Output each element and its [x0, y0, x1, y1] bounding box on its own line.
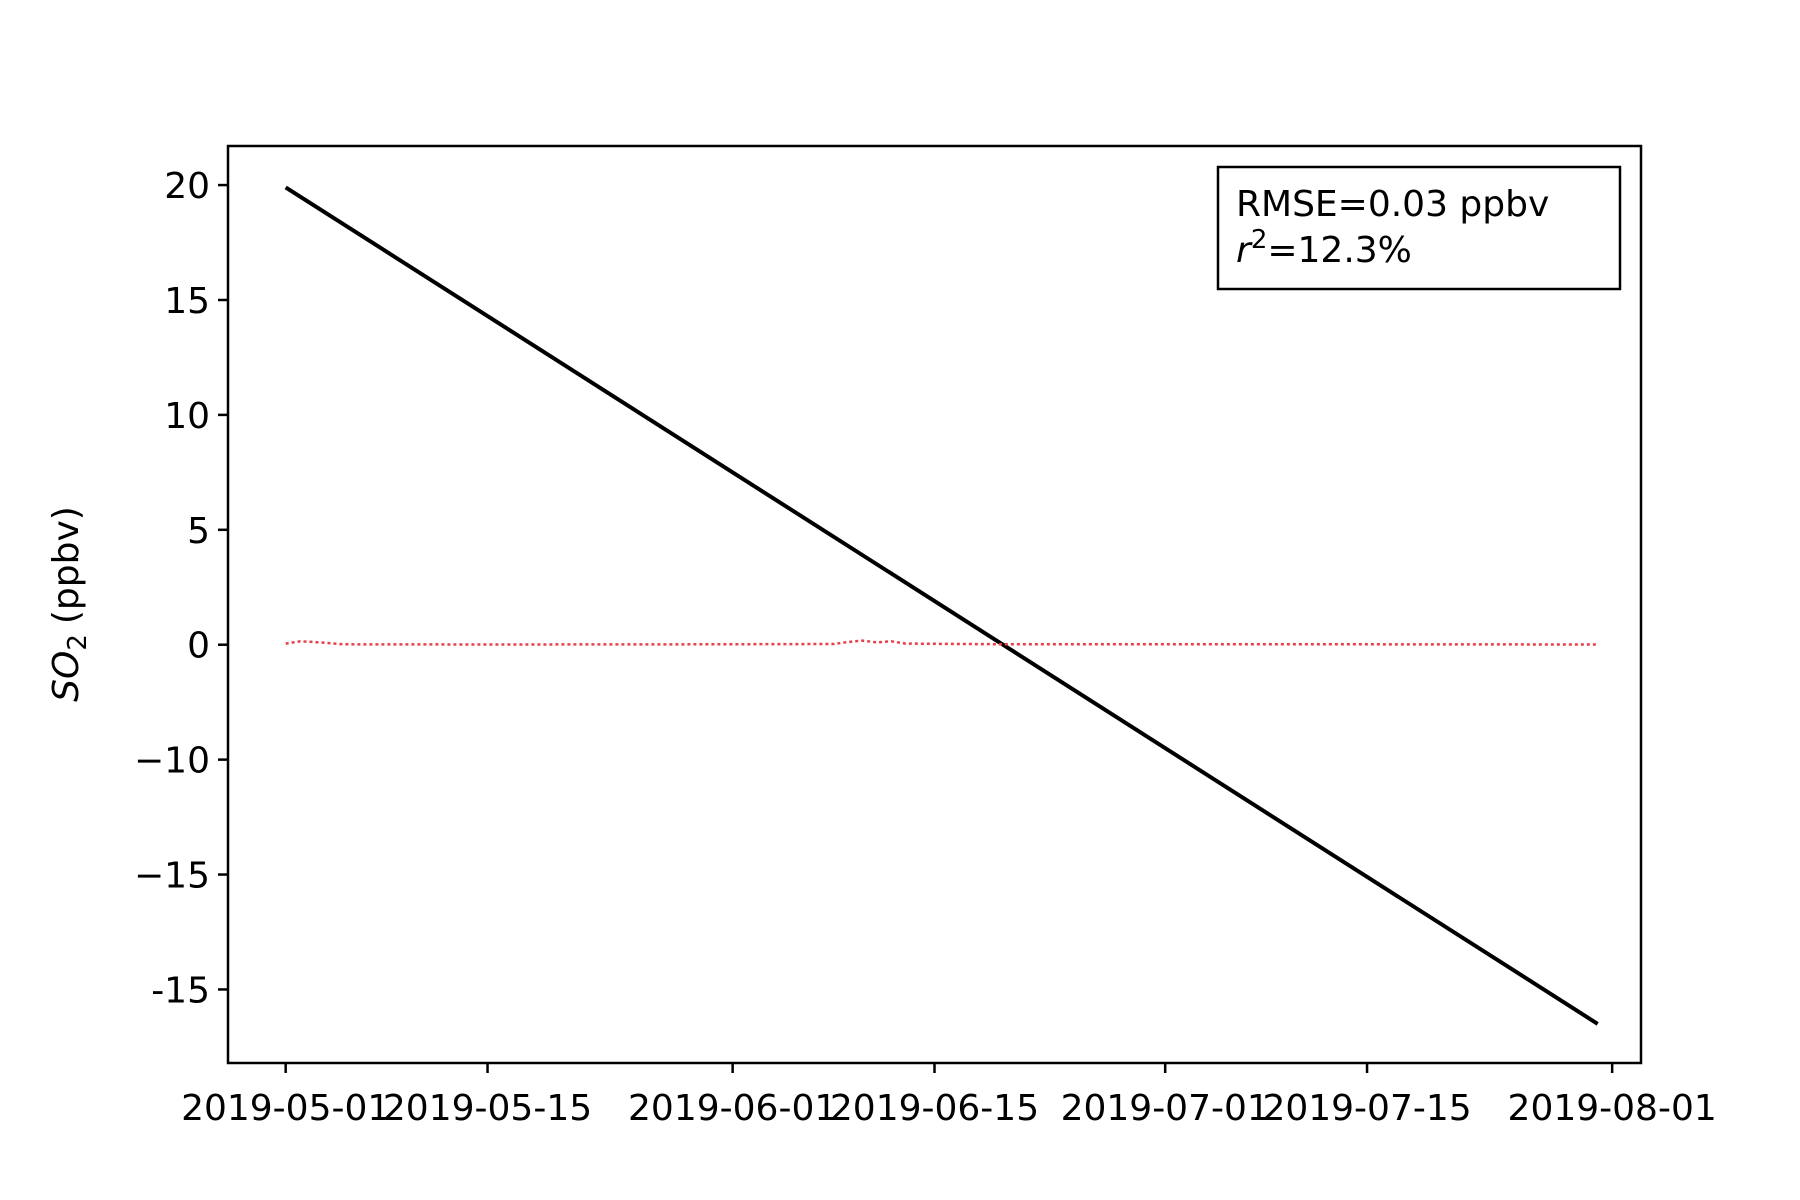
y-tick-label: −15 — [134, 856, 210, 897]
x-tick-label: 2019-05-15 — [383, 1088, 592, 1129]
annotation-r2-sup: 2 — [1251, 225, 1268, 255]
y-axis-title-subscript: 2 — [63, 634, 93, 651]
y-axis-title: SO2 (ppbv) — [46, 506, 93, 702]
x-tick-label: 2019-07-01 — [1061, 1088, 1270, 1129]
series-line-black — [284, 185, 1599, 1026]
annotation-rmse: RMSE=0.03 ppbv — [1236, 184, 1549, 225]
x-tick-label: 2019-07-15 — [1262, 1088, 1471, 1129]
y-axis-title-species: SO — [46, 651, 87, 702]
x-tick-label: 2019-06-15 — [830, 1088, 1039, 1129]
x-tick-label: 2019-06-01 — [628, 1088, 837, 1129]
annotation-box: RMSE=0.03 ppbv r2=12.3% — [1216, 165, 1622, 291]
x-tick-label: 2019-05-01 — [181, 1088, 390, 1129]
y-axis-title-unit: (ppbv) — [46, 506, 87, 624]
y-tick-label: -15 — [151, 970, 210, 1011]
y-tick-label: 15 — [164, 281, 210, 322]
plot-layer — [284, 185, 1599, 1026]
y-axis: 20 15 10 5 0 −10 −15 -15 — [134, 166, 228, 1011]
annotation-r2-value: =12.3% — [1267, 230, 1412, 271]
annotation-r2-var: r — [1236, 230, 1253, 271]
series-line-red — [285, 639, 1598, 646]
y-tick-label: 5 — [187, 511, 210, 552]
y-tick-label: 0 — [187, 626, 210, 667]
annotation-r2: r2=12.3% — [1236, 225, 1412, 271]
y-tick-label: 20 — [164, 166, 210, 207]
y-tick-label: −10 — [134, 741, 210, 782]
x-tick-label: 2019-08-01 — [1508, 1088, 1717, 1129]
y-tick-label: 10 — [164, 396, 210, 437]
